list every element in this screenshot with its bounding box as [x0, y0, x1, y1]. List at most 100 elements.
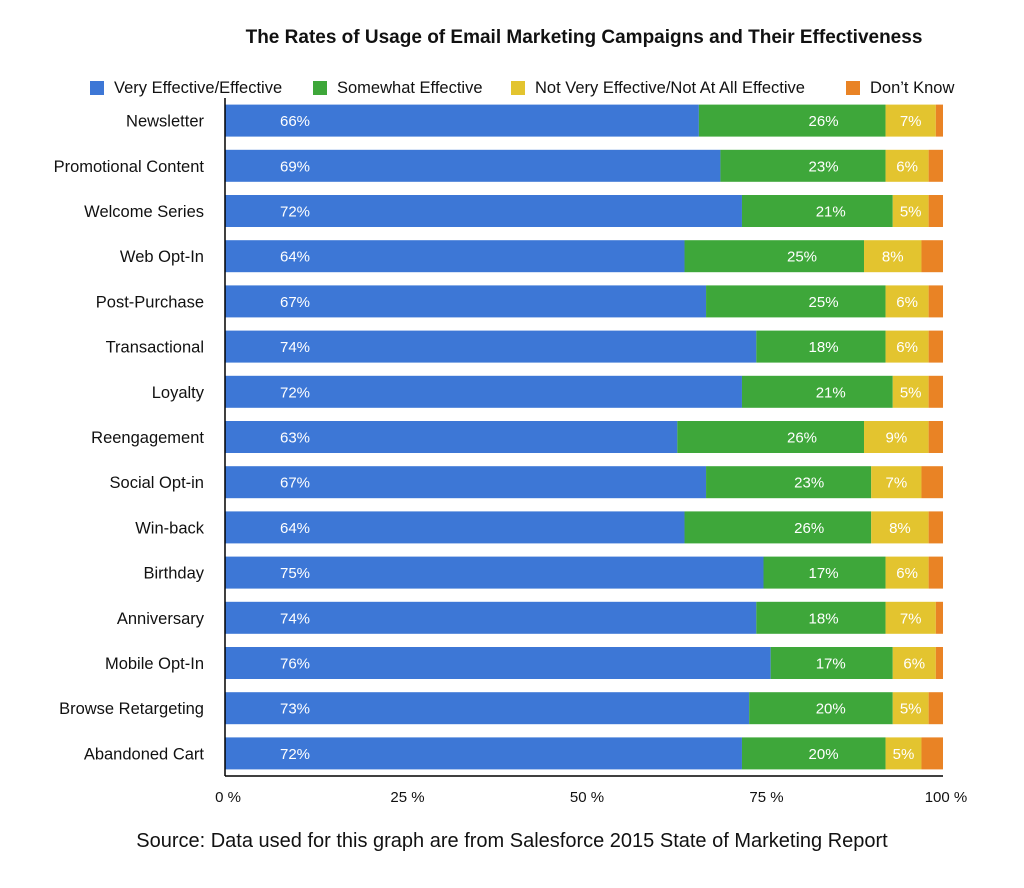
bar-transactional-very-effective-effective	[225, 330, 757, 363]
data-label: 5%	[900, 701, 922, 718]
bar-reengagement-very-effective-effective	[225, 421, 678, 453]
data-label: 74%	[280, 610, 310, 627]
category-label: Birthday	[143, 565, 204, 583]
data-label: 23%	[809, 158, 839, 175]
data-label: 20%	[816, 701, 846, 718]
data-label: 7%	[900, 610, 922, 627]
data-label: 73%	[280, 701, 310, 718]
bar-newsletter-not-very-effective-not-at-all-effective	[885, 104, 936, 137]
legend-label: Somewhat Effective	[337, 78, 483, 97]
bar-reengagement-not-very-effective-not-at-all-effective	[864, 421, 929, 453]
data-label: 6%	[896, 339, 918, 356]
data-label: 20%	[809, 746, 839, 763]
category-label: Anniversary	[117, 610, 205, 628]
data-label: 5%	[900, 204, 922, 221]
bar-win-back-somewhat-effective	[684, 511, 872, 544]
bar-loyalty-don-t-know	[928, 375, 943, 408]
bar-loyalty-very-effective-effective	[225, 375, 742, 408]
x-tick-label: 100 %	[925, 789, 968, 806]
data-label: 6%	[903, 656, 925, 673]
bar-anniversary-not-very-effective-not-at-all-effective	[885, 601, 936, 634]
data-label: 6%	[896, 158, 918, 175]
data-label: 75%	[280, 565, 310, 582]
chart-title: The Rates of Usage of Email Marketing Ca…	[245, 27, 923, 48]
data-label: 8%	[882, 249, 904, 266]
bar-mobile-opt-in-don-t-know	[935, 647, 943, 679]
data-label: 6%	[896, 294, 918, 311]
bar-anniversary-somewhat-effective	[756, 601, 886, 634]
bar-browse-retargeting-don-t-know	[928, 692, 943, 725]
legend-item-somewhat-effective: Somewhat Effective	[313, 78, 483, 98]
bar-transactional-somewhat-effective	[756, 330, 886, 363]
bar-reengagement-don-t-know	[928, 421, 943, 453]
bar-birthday-don-t-know	[928, 556, 943, 589]
bar-browse-retargeting-very-effective-effective	[225, 692, 750, 725]
data-label: 67%	[280, 294, 310, 311]
x-tick-label: 75 %	[749, 789, 783, 806]
bar-birthday-somewhat-effective	[763, 556, 886, 589]
legend-swatch	[90, 81, 104, 95]
bar-loyalty-somewhat-effective	[741, 375, 893, 408]
bar-abandoned-cart-somewhat-effective	[741, 737, 886, 770]
x-tick-label: 50 %	[570, 789, 604, 806]
data-label: 18%	[809, 610, 839, 627]
data-label: 67%	[280, 475, 310, 492]
bar-social-opt-in-not-very-effective-not-at-all-effective	[871, 466, 922, 499]
data-label: 72%	[280, 204, 310, 221]
x-tick-label: 0 %	[215, 789, 241, 806]
bar-web-opt-in-somewhat-effective	[684, 240, 865, 273]
bar-transactional-don-t-know	[928, 330, 943, 363]
category-label: Browse Retargeting	[59, 700, 204, 718]
bar-abandoned-cart-very-effective-effective	[225, 737, 742, 770]
data-label: 76%	[280, 656, 310, 673]
category-label: Post-Purchase	[96, 293, 204, 311]
data-label: 9%	[885, 430, 907, 447]
category-label: Reengagement	[91, 429, 204, 447]
bar-browse-retargeting-somewhat-effective	[749, 692, 893, 725]
bar-birthday-very-effective-effective	[225, 556, 764, 589]
bar-transactional-not-very-effective-not-at-all-effective	[885, 330, 929, 363]
bar-promotional-content-not-very-effective-not-at-all-effective	[885, 149, 929, 182]
bar-post-purchase-not-very-effective-not-at-all-effective	[885, 285, 929, 318]
data-label: 8%	[889, 520, 911, 537]
data-label: 74%	[280, 339, 310, 356]
bar-abandoned-cart-not-very-effective-not-at-all-effective	[885, 737, 922, 770]
bar-welcome-series-not-very-effective-not-at-all-effective	[892, 195, 929, 227]
data-label: 18%	[809, 339, 839, 356]
bar-social-opt-in-don-t-know	[921, 466, 943, 499]
data-label: 26%	[809, 113, 839, 130]
legend-item-very-effective-effective: Very Effective/Effective	[90, 78, 282, 98]
bar-mobile-opt-in-very-effective-effective	[225, 647, 771, 679]
data-label: 17%	[816, 656, 846, 673]
bar-newsletter-very-effective-effective	[225, 104, 699, 137]
category-label: Win-back	[135, 519, 205, 537]
legend-item-not-very-effective-not-at-all-effective: Not Very Effective/Not At All Effective	[511, 78, 805, 98]
legend-label: Very Effective/Effective	[114, 78, 283, 97]
data-label: 23%	[794, 475, 824, 492]
data-label: 21%	[816, 384, 846, 401]
data-label: 7%	[900, 113, 922, 130]
category-label: Newsletter	[126, 113, 204, 131]
x-tick-label: 25 %	[390, 789, 424, 806]
bar-birthday-not-very-effective-not-at-all-effective	[885, 556, 929, 589]
data-label: 63%	[280, 430, 310, 447]
bar-social-opt-in-somewhat-effective	[706, 466, 872, 499]
legend-label: Don’t Know	[870, 78, 955, 97]
data-label: 25%	[787, 249, 817, 266]
data-label: 72%	[280, 384, 310, 401]
category-label: Promotional Content	[54, 158, 205, 176]
data-label: 66%	[280, 113, 310, 130]
data-label: 64%	[280, 249, 310, 266]
data-label: 21%	[816, 204, 846, 221]
category-label: Loyalty	[152, 384, 205, 402]
legend-swatch	[511, 81, 525, 95]
bar-abandoned-cart-don-t-know	[921, 737, 943, 770]
category-label: Abandoned Cart	[84, 745, 205, 763]
data-label: 17%	[809, 565, 839, 582]
category-label: Welcome Series	[84, 203, 204, 221]
data-label: 5%	[900, 384, 922, 401]
bar-reengagement-somewhat-effective	[677, 421, 865, 453]
bar-browse-retargeting-not-very-effective-not-at-all-effective	[892, 692, 929, 725]
data-label: 26%	[794, 520, 824, 537]
source-note: Source: Data used for this graph are fro…	[136, 830, 888, 852]
